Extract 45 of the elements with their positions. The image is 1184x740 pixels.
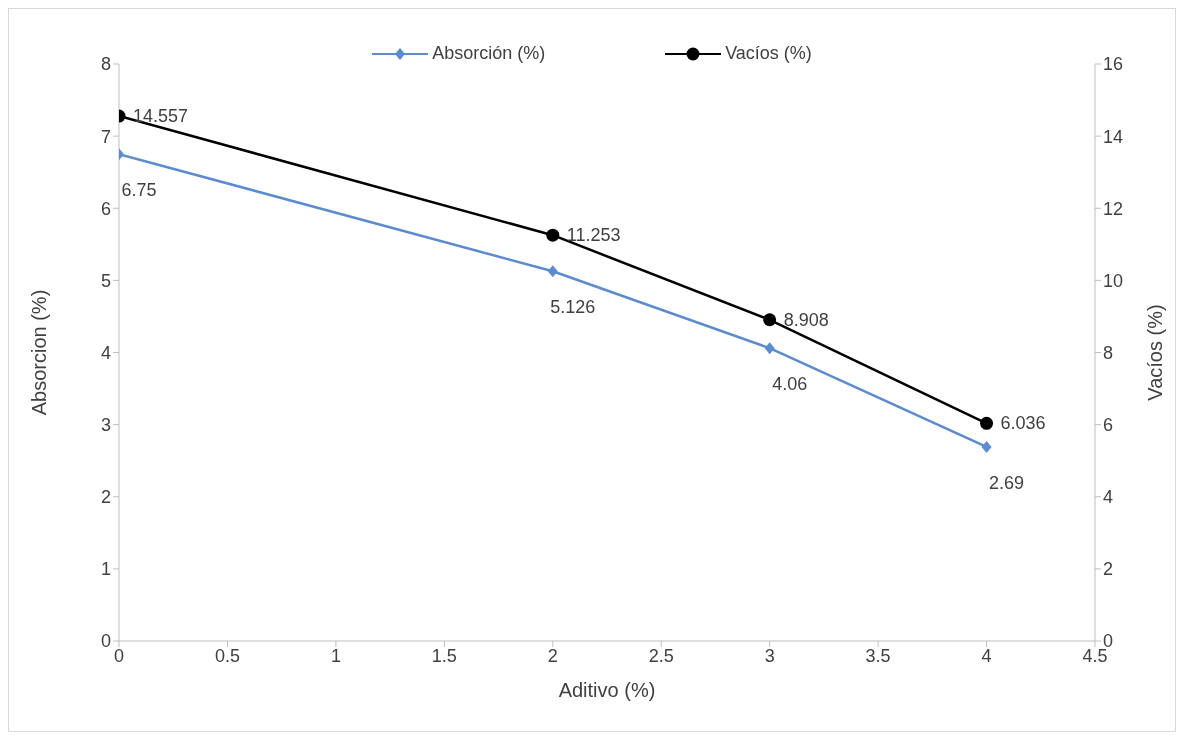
y-axis-title: Absorcion (%) [28, 289, 51, 416]
data-label: 8.908 [783, 309, 829, 330]
y2-tick-label: 4 [1103, 487, 1114, 508]
y-tick-label: 3 [100, 415, 111, 436]
data-label: 4.06 [772, 374, 808, 395]
y-tick-label: 8 [100, 54, 111, 75]
point [546, 228, 560, 242]
data-label: 14.557 [133, 106, 189, 127]
x-tick-label: 2.5 [648, 645, 674, 666]
point [764, 342, 775, 355]
y2-tick-label: 14 [1103, 126, 1124, 147]
y-tick-label: 4 [100, 342, 111, 363]
x-tick-label: 2 [547, 645, 558, 666]
point [547, 265, 558, 278]
point [980, 416, 994, 430]
x-axis-title: Aditivo (%) [558, 679, 656, 701]
y2-tick-label: 2 [1103, 559, 1114, 580]
y-tick-label: 6 [100, 198, 111, 219]
y-tick-label: 0 [100, 631, 111, 652]
y2-tick-label: 12 [1103, 198, 1124, 219]
y2-tick-label: 10 [1103, 270, 1124, 291]
x-tick-label: 1.5 [431, 645, 457, 666]
x-tick-label: 1 [330, 645, 341, 666]
data-label: 2.69 [989, 472, 1025, 493]
x-tick-label: 3 [764, 645, 775, 666]
legend-label: Absorción (%) [432, 43, 546, 64]
y-tick-label: 2 [100, 487, 111, 508]
y2-tick-label: 16 [1103, 54, 1124, 75]
y2-tick-label: 6 [1103, 415, 1114, 436]
data-label: 5.126 [550, 297, 596, 318]
x-tick-label: 0.5 [214, 645, 240, 666]
point [981, 440, 992, 453]
y2-axis-title: Vacíos (%) [1144, 304, 1167, 401]
x-tick-label: 4 [981, 645, 992, 666]
legend-label: Vacíos (%) [725, 43, 812, 64]
y2-tick-label: 8 [1103, 342, 1114, 363]
y-tick-label: 1 [100, 559, 111, 580]
y-tick-label: 7 [100, 126, 111, 147]
data-label: 6.75 [121, 180, 157, 201]
data-label: 6.036 [1000, 413, 1046, 434]
x-tick-label: 0 [113, 645, 125, 666]
point [763, 313, 777, 327]
y-tick-label: 5 [100, 270, 111, 291]
x-tick-label: 3.5 [865, 645, 891, 666]
data-label: 11.253 [566, 225, 621, 246]
